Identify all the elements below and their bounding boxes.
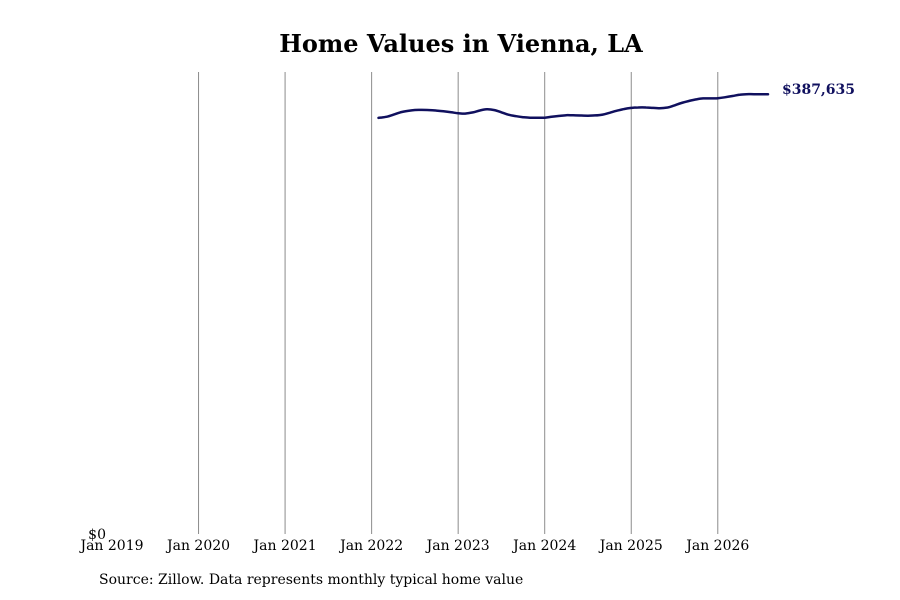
y-axis-ticks: $0 xyxy=(88,527,106,543)
chart-title: Home Values in Vienna, LA xyxy=(279,29,643,58)
x-tick-label: Jan 2019 xyxy=(78,538,143,554)
x-tick-label: Jan 2020 xyxy=(165,538,230,554)
x-tick-label: Jan 2026 xyxy=(684,538,749,554)
x-tick-label: Jan 2024 xyxy=(511,538,576,554)
x-tick-label: Jan 2025 xyxy=(598,538,663,554)
end-value-label: $387,635 xyxy=(782,82,855,98)
gridlines xyxy=(198,72,719,534)
series-group xyxy=(377,92,770,120)
x-axis-ticks: Jan 2019 Jan 2020 Jan 2021 Jan 2022 Jan 2023… xyxy=(78,538,749,554)
source-note: Source: Zillow. Data represents monthly … xyxy=(99,572,524,588)
x-tick-label: Jan 2023 xyxy=(425,538,490,554)
y-tick-label: $0 xyxy=(88,527,106,543)
x-tick-label: Jan 2022 xyxy=(338,538,403,554)
series-line-0 xyxy=(377,92,770,120)
x-tick-label: Jan 2021 xyxy=(252,538,317,554)
